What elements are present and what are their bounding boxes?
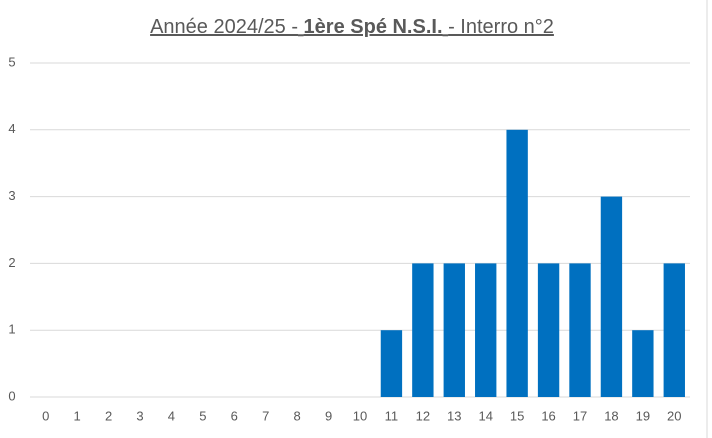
y-tick-label: 5 — [8, 54, 15, 69]
bar — [380, 330, 403, 397]
x-tick-label: 11 — [385, 408, 399, 423]
y-tick-label: 0 — [8, 388, 15, 403]
y-tick-label: 2 — [8, 255, 15, 270]
x-tick-label: 18 — [604, 408, 618, 423]
x-tick-label: 2 — [105, 408, 112, 423]
y-tick-label: 1 — [8, 322, 15, 337]
x-tick-label: 14 — [478, 408, 492, 423]
bar — [537, 263, 560, 397]
x-tick-label: 4 — [168, 408, 175, 423]
x-tick-label: 7 — [262, 408, 269, 423]
x-tick-label: 19 — [636, 408, 650, 423]
chart-title: Année 2024/25 - 1ère Spé N.S.I. - Interr… — [150, 16, 554, 38]
title-part: - Interro n°2 — [448, 16, 554, 38]
bar — [600, 196, 623, 397]
x-tick-label: 9 — [325, 408, 332, 423]
y-tick-label: 3 — [8, 188, 15, 203]
bar — [569, 263, 591, 397]
x-tick-label: 1 — [74, 408, 81, 423]
x-tick-label: 12 — [416, 408, 430, 423]
x-tick-label: 20 — [667, 408, 681, 423]
x-tick-label: 3 — [136, 408, 143, 423]
x-tick-label: 8 — [294, 408, 301, 423]
title-part: 1ère Spé N.S.I. — [304, 16, 443, 38]
x-tick-label: 6 — [231, 408, 238, 423]
y-tick-label: 4 — [8, 121, 15, 136]
x-tick-label: 0 — [42, 408, 49, 423]
x-tick-label: 16 — [541, 408, 555, 423]
bar — [412, 263, 434, 397]
bar — [632, 330, 654, 397]
title-part: Année 2024/25 - — [150, 16, 298, 38]
x-tick-label: 5 — [199, 408, 206, 423]
x-tick-label: 13 — [447, 408, 461, 423]
bar — [443, 263, 465, 397]
bar — [663, 263, 685, 397]
x-tick-label: 15 — [510, 408, 524, 423]
bar — [506, 129, 528, 398]
x-tick-label: 10 — [353, 408, 367, 423]
x-tick-label: 17 — [573, 408, 587, 423]
bar — [475, 263, 497, 397]
